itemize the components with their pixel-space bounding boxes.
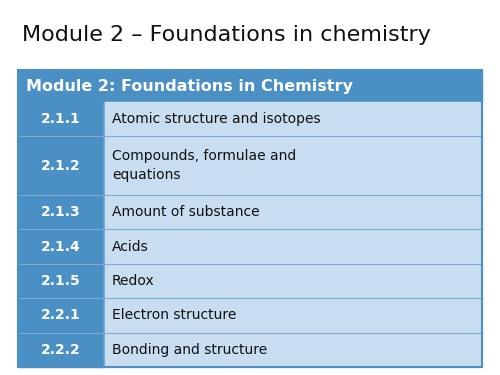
Bar [104, 264, 482, 298]
Text: Amount of substance: Amount of substance [112, 205, 260, 219]
Bar [18, 195, 104, 230]
Bar [18, 264, 104, 298]
Text: Atomic structure and isotopes: Atomic structure and isotopes [112, 112, 320, 126]
Text: Bonding and structure: Bonding and structure [112, 343, 267, 357]
Bar [18, 230, 104, 264]
Bar [18, 333, 104, 367]
Text: Electron structure: Electron structure [112, 308, 236, 322]
Text: Module 2: Foundations in Chemistry: Module 2: Foundations in Chemistry [26, 78, 353, 93]
Bar [18, 298, 104, 333]
Bar [104, 102, 482, 136]
Text: 2.1.3: 2.1.3 [41, 205, 80, 219]
Text: 2.1.1: 2.1.1 [41, 112, 81, 126]
Bar [18, 136, 104, 195]
Text: Module 2 – Foundations in chemistry: Module 2 – Foundations in chemistry [22, 25, 431, 45]
Text: 2.1.4: 2.1.4 [41, 240, 81, 254]
Text: 2.1.2: 2.1.2 [41, 159, 81, 172]
Bar [18, 102, 104, 136]
Bar [104, 333, 482, 367]
Bar [104, 136, 482, 195]
Bar [104, 230, 482, 264]
Text: 2.2.1: 2.2.1 [41, 308, 81, 322]
Bar [104, 298, 482, 333]
Text: Redox: Redox [112, 274, 154, 288]
Text: Compounds, formulae and
equations: Compounds, formulae and equations [112, 150, 296, 182]
Text: 2.1.5: 2.1.5 [41, 274, 81, 288]
Bar [18, 70, 482, 367]
Bar [104, 195, 482, 230]
Text: 2.2.2: 2.2.2 [41, 343, 81, 357]
Text: Acids: Acids [112, 240, 148, 254]
Bar [18, 70, 482, 102]
